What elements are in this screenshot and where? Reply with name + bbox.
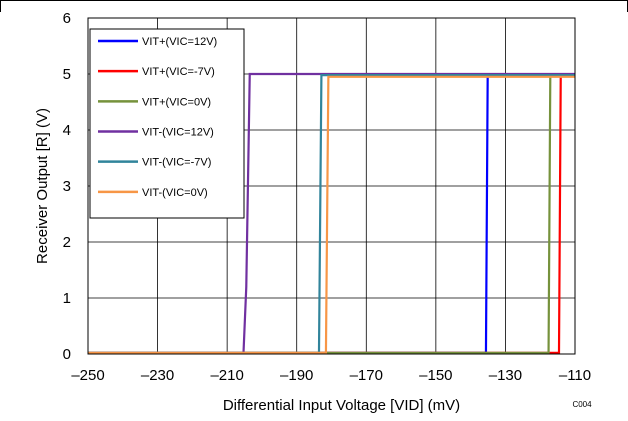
y-axis-title: Receiver Output [R] (V) <box>34 108 51 264</box>
x-tick-label: –150 <box>419 367 452 384</box>
y-tick-label: 2 <box>63 234 71 251</box>
chart-id-label: C004 <box>572 400 592 409</box>
y-tick-label: 1 <box>63 290 71 307</box>
x-tick-label: –190 <box>280 367 313 384</box>
tick-labels: –250 –230 –210 –190 –170 –150 –130 –110 0 1 2 3 4 5 6 <box>63 10 591 384</box>
x-tick-label: –210 <box>210 367 243 384</box>
y-tick-label: 5 <box>63 66 71 83</box>
x-axis-title: Differential Input Voltage [VID] (mV) <box>223 397 460 414</box>
series-lines <box>88 72 575 354</box>
legend-box <box>89 28 245 219</box>
x-tick-label: –130 <box>489 367 522 384</box>
x-tick-label: –110 <box>559 367 591 384</box>
legend: VIT+(VIC=12V) VIT+(VIC=-7V) VIT+(VIC=0V) VI… <box>89 28 245 219</box>
x-tick-label: –230 <box>141 367 174 384</box>
y-tick-label: 3 <box>63 178 71 195</box>
x-tick-label: –170 <box>350 367 383 384</box>
legend-label: VIT+(VIC=0V) <box>142 96 211 108</box>
legend-label: VIT-(VIC=0V) <box>142 187 208 199</box>
legend-label: VIT+(VIC=-7V) <box>142 66 215 78</box>
legend-label: VIT+(VIC=12V) <box>142 36 217 48</box>
y-tick-label: 0 <box>63 346 71 363</box>
y-tick-label: 6 <box>63 10 71 27</box>
series-line <box>88 75 575 354</box>
legend-label: VIT-(VIC=-7V) <box>142 157 211 169</box>
plot-frame <box>87 17 576 355</box>
x-tick-label: –250 <box>71 367 104 384</box>
legend-label: VIT-(VIC=12V) <box>142 127 214 139</box>
y-tick-label: 4 <box>63 122 71 139</box>
